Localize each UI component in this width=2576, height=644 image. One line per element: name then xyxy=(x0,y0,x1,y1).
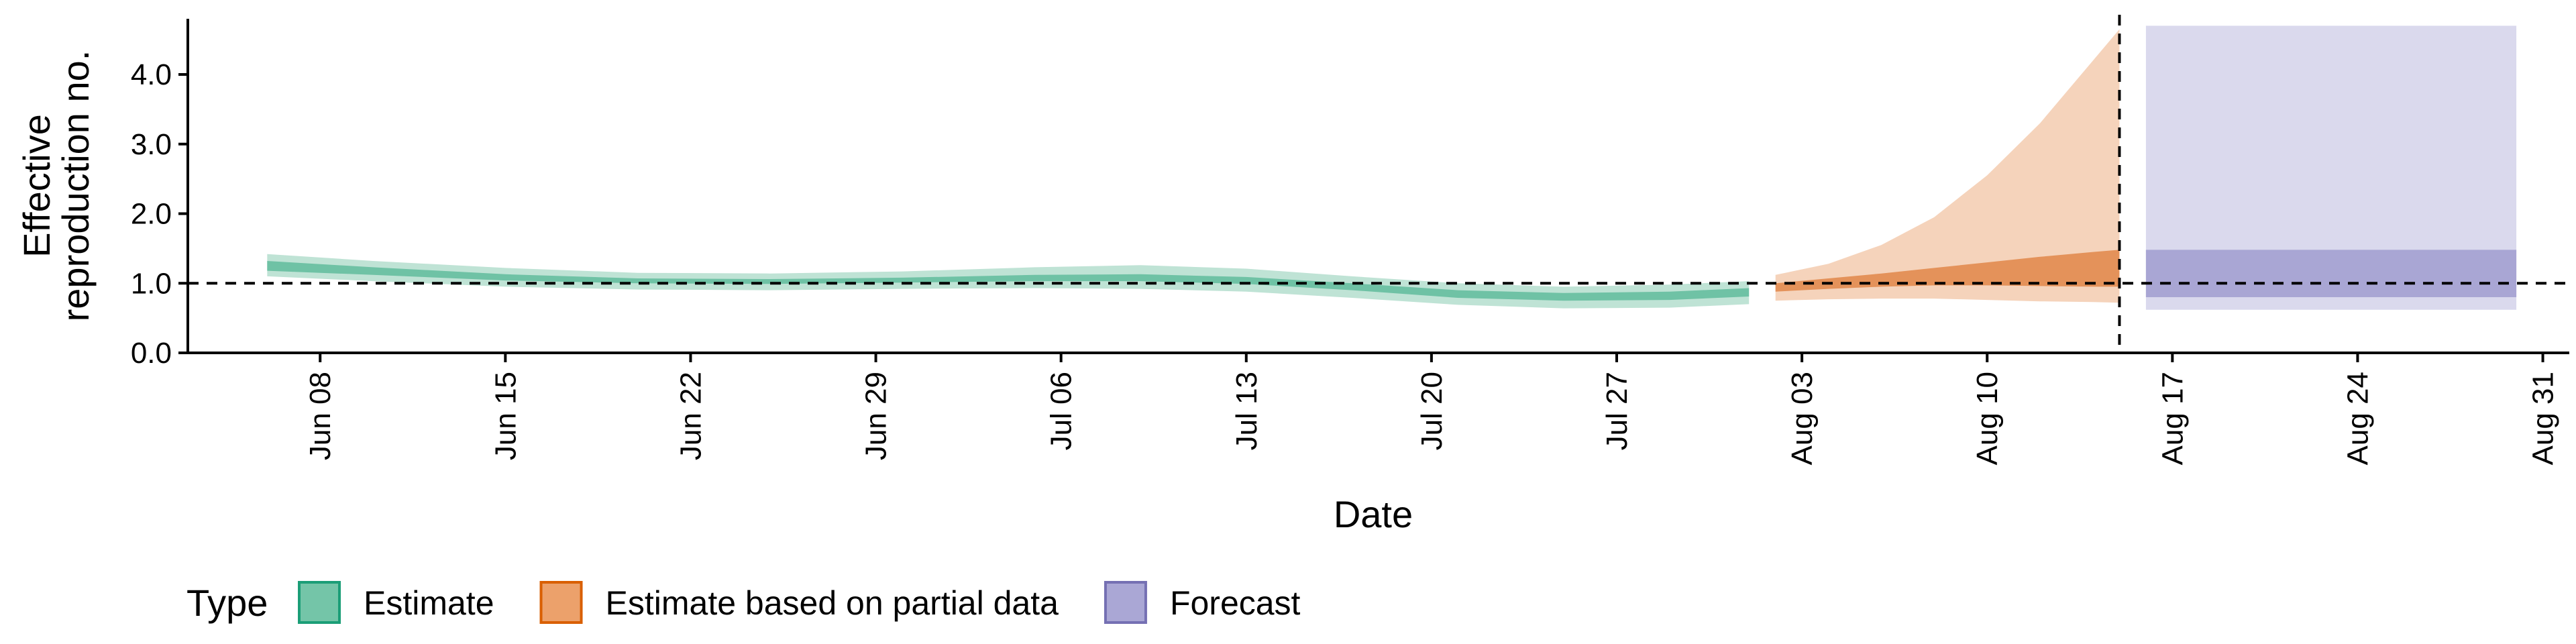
y-axis-title-line: Effective xyxy=(15,114,58,258)
y-tick-label: 4.0 xyxy=(131,58,172,91)
band-layer xyxy=(267,25,2517,310)
x-axis-title: Date xyxy=(1334,493,1413,535)
legend-title: Type xyxy=(186,582,268,624)
estimate-inner-band xyxy=(267,261,1750,301)
y-tick-label: 2.0 xyxy=(131,198,172,231)
x-tick-label: Jun 29 xyxy=(860,372,893,460)
axes: 0.0 1.0 2.0 3.0 4.0 Jun 08 Jun 15 Jun 22 Jun 29 J… xyxy=(15,19,2569,535)
x-tick-label: Aug 17 xyxy=(2156,372,2189,465)
reference-lines xyxy=(188,15,2569,353)
x-tick-label: Jul 13 xyxy=(1230,372,1263,450)
x-tick-label: Jul 20 xyxy=(1415,372,1448,450)
legend-label-forecast: Forecast xyxy=(1170,584,1301,622)
legend-swatch-estimate-based-on-partial-data xyxy=(539,581,583,624)
y-axis-title-line: reproduction no. xyxy=(54,50,97,322)
forecast-inner-band xyxy=(2145,250,2517,297)
x-tick-label: Jun 22 xyxy=(674,372,707,460)
y-tick-label: 0.0 xyxy=(131,337,172,370)
estimate-based-on-partial-data-outer-band xyxy=(1775,29,2120,303)
legend: Type Estimate Estimate based on partial da… xyxy=(186,581,1301,624)
x-tick-label: Aug 31 xyxy=(2527,372,2560,465)
forecast-outer-band xyxy=(2145,25,2517,310)
x-tick-label: Aug 03 xyxy=(1786,372,1819,465)
x-tick-label: Jun 15 xyxy=(489,372,522,460)
x-tick-label: Jul 06 xyxy=(1045,372,1078,450)
y-tick-label: 1.0 xyxy=(131,267,172,300)
x-tick-label: Jul 27 xyxy=(1601,372,1633,450)
y-tick-label: 3.0 xyxy=(131,128,172,161)
legend-label-estimate-based-on-partial-data: Estimate based on partial data xyxy=(606,584,1059,622)
y-axis-title: Effectivereproduction no. xyxy=(15,50,97,322)
legend-label-estimate: Estimate xyxy=(364,584,494,622)
x-tick-label: Jun 08 xyxy=(304,372,337,460)
estimate-based-on-partial-data-inner-band xyxy=(1775,250,2120,292)
legend-swatch-forecast xyxy=(1104,581,1147,624)
x-tick-label: Aug 24 xyxy=(2341,372,2374,465)
legend-swatch-estimate xyxy=(298,581,341,624)
x-tick-label: Aug 10 xyxy=(1971,372,2004,465)
